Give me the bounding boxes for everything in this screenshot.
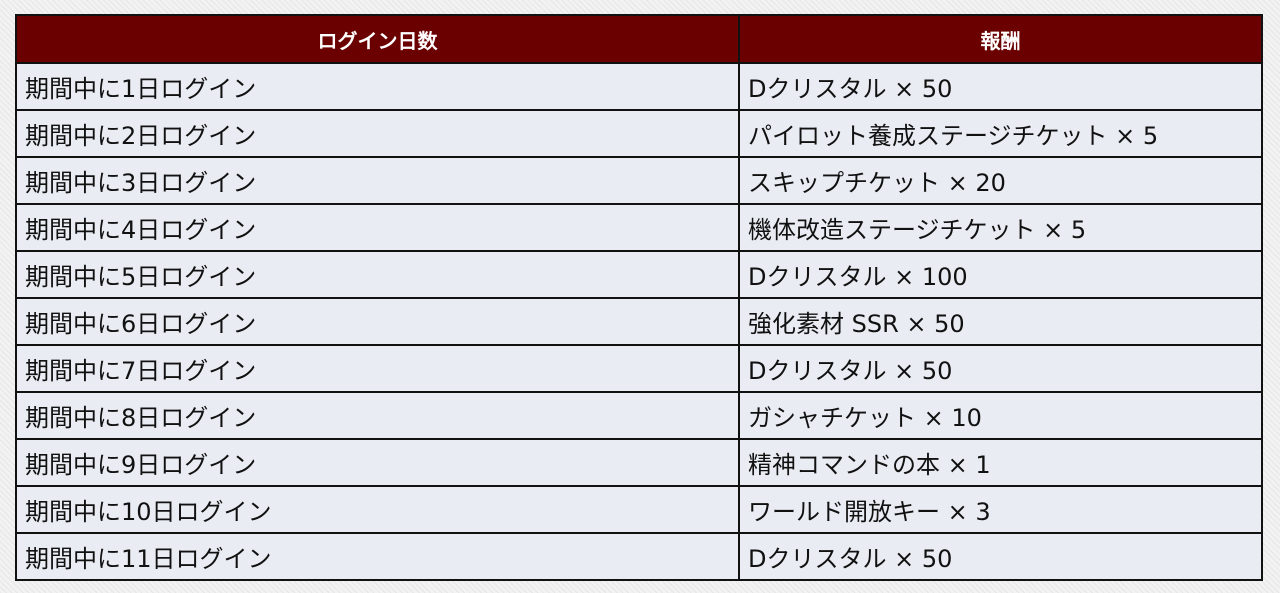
reward-cell: ワールド開放キー × 3	[738, 485, 1263, 534]
reward-cell: 強化素材 SSR × 50	[738, 297, 1263, 346]
login-days-cell: 期間中に9日ログイン	[15, 438, 740, 487]
login-days-cell: 期間中に2日ログイン	[15, 109, 740, 158]
table-row: 期間中に9日ログイン 精神コマンドの本 × 1	[15, 438, 1263, 487]
header-cell: ログイン日数	[15, 14, 740, 64]
table-row: 期間中に5日ログイン Dクリスタル × 100	[15, 250, 1263, 299]
reward-cell: Dクリスタル × 50	[738, 62, 1263, 111]
table-row: 期間中に11日ログイン Dクリスタル × 50	[15, 532, 1263, 581]
login-days-cell: 期間中に8日ログイン	[15, 391, 740, 440]
reward-cell: ガシャチケット × 10	[738, 391, 1263, 440]
login-days-cell: 期間中に11日ログイン	[15, 532, 740, 581]
table-row: 期間中に6日ログイン 強化素材 SSR × 50	[15, 297, 1263, 346]
login-days-cell: 期間中に10日ログイン	[15, 485, 740, 534]
header-row: ログイン日数 報酬	[15, 14, 1263, 64]
reward-cell: 機体改造ステージチケット × 5	[738, 203, 1263, 252]
login-days-cell: 期間中に6日ログイン	[15, 297, 740, 346]
table-row: 期間中に1日ログイン Dクリスタル × 50	[15, 62, 1263, 111]
table-row: 期間中に2日ログイン パイロット養成ステージチケット × 5	[15, 109, 1263, 158]
table-row: 期間中に10日ログイン ワールド開放キー × 3	[15, 485, 1263, 534]
reward-cell: パイロット養成ステージチケット × 5	[738, 109, 1263, 158]
reward-cell: Dクリスタル × 50	[738, 532, 1263, 581]
login-days-cell: 期間中に5日ログイン	[15, 250, 740, 299]
reward-table: ログイン日数 報酬 期間中に1日ログイン Dクリスタル × 50 期間中に2日ログイン…	[15, 14, 1263, 581]
table-row: 期間中に4日ログイン 機体改造ステージチケット × 5	[15, 203, 1263, 252]
login-days-cell: 期間中に1日ログイン	[15, 62, 740, 111]
login-days-cell: 期間中に4日ログイン	[15, 203, 740, 252]
reward-cell: Dクリスタル × 100	[738, 250, 1263, 299]
reward-cell: 精神コマンドの本 × 1	[738, 438, 1263, 487]
login-days-cell: 期間中に3日ログイン	[15, 156, 740, 205]
table-row: 期間中に3日ログイン スキップチケット × 20	[15, 156, 1263, 205]
reward-cell: スキップチケット × 20	[738, 156, 1263, 205]
table-body: 期間中に1日ログイン Dクリスタル × 50 期間中に2日ログイン パイロット養成ステ…	[15, 62, 1263, 581]
table-row: 期間中に8日ログイン ガシャチケット × 10	[15, 391, 1263, 440]
login-days-cell: 期間中に7日ログイン	[15, 344, 740, 393]
header-cell: 報酬	[738, 14, 1263, 64]
table-row: 期間中に7日ログイン Dクリスタル × 50	[15, 344, 1263, 393]
reward-cell: Dクリスタル × 50	[738, 344, 1263, 393]
